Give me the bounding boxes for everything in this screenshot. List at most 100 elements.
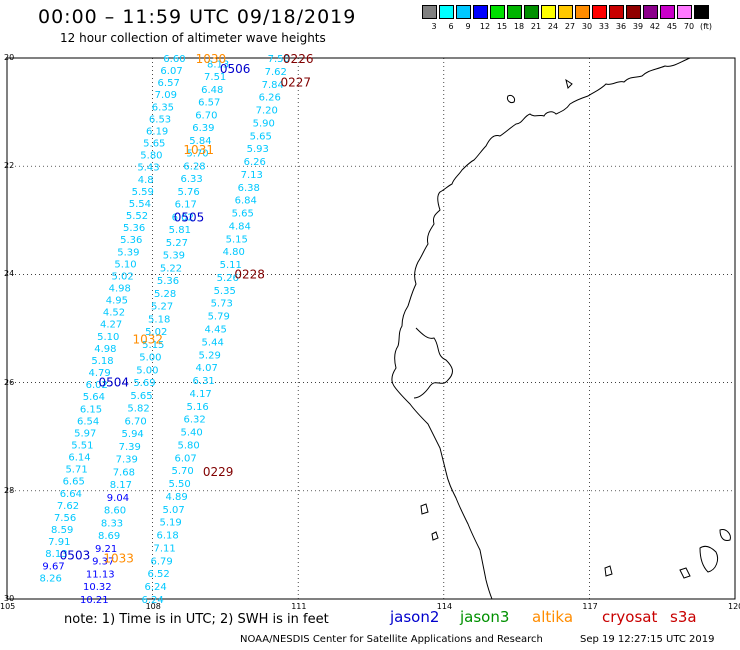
color-swatch [422,5,437,19]
island-6 [679,567,691,579]
legend-entry: jason2 [390,608,440,626]
wave-height-value: 6.17 [175,200,197,211]
pass-time-label: 0227 [280,75,311,89]
wave-height-value: 5.54 [129,199,151,210]
wave-height-value: 5.26 [217,273,239,284]
wave-height-value: 5.65 [130,391,152,402]
wave-height-value: 5.43 [137,163,159,174]
wave-height-value: 11.13 [86,569,115,580]
wave-height-value: 6.57 [198,98,220,109]
longitude-label: 114 [436,602,453,611]
color-scale-label: 70 [683,22,695,31]
color-swatch [541,5,556,19]
wave-height-value: 7.56 [54,513,76,524]
wave-height-value: 8.13 [207,59,229,70]
wave-height-value: 5.36 [120,235,142,246]
wave-height-value: 6.18 [156,531,178,542]
wave-height-value: 6.31 [193,376,215,387]
color-swatch [694,5,709,19]
wave-height-value: 5.18 [91,356,113,367]
wave-height-value: 6.38 [238,183,260,194]
wave-height-value: 5.94 [122,429,144,440]
pass-time-label: 0226 [283,52,314,66]
wave-height-value: 5.82 [127,404,149,415]
legend-entry: jason3 [460,608,510,626]
wave-height-value: 7.39 [116,455,138,466]
wave-height-value: 5.76 [178,187,200,198]
wave-height-value: 4.89 [166,492,188,503]
wave-height-value: 7.62 [265,67,287,78]
longitude-label: 117 [582,602,598,611]
units-note: note: 1) Time is in UTC; 2) SWH is in fe… [64,612,329,627]
pass-time-label: 0229 [203,465,234,479]
wave-height-value: 5.69 [133,378,155,389]
wave-height-value: 6.24 [144,582,166,593]
wave-height-value: 6.28 [183,161,205,172]
color-scale-label: 18 [513,22,525,31]
wave-height-value: 6.07 [175,453,197,464]
latitude-label: 28 [4,485,15,495]
island-7 [420,503,429,515]
color-swatch [473,5,488,19]
island-2 [565,78,573,89]
generation-timestamp: Sep 19 12:27:15 UTC 2019 [580,634,715,645]
wave-height-value: 6.53 [149,114,171,125]
wave-height-value: 5.18 [148,314,170,325]
wave-height-value: 5.39 [117,247,139,258]
wave-height-value: 6.33 [180,174,202,185]
wave-height-value: 5.35 [214,286,236,297]
color-swatch [660,5,675,19]
color-scale-label: 12 [479,22,491,31]
pass-time-label: 0504 [98,376,129,390]
wave-height-value: 7.51 [204,72,226,83]
wave-height-value: 6.15 [80,404,102,415]
color-scale-label: 36 [615,22,627,31]
wave-height-value: 5.90 [253,118,275,129]
color-swatch [643,5,658,19]
island-3 [604,565,613,577]
color-scale-label: 15 [496,22,508,31]
color-swatch [439,5,454,19]
wave-height-value: 6.54 [77,416,99,427]
wave-height-value: 6.19 [146,126,168,137]
wave-height-value: 7.84 [262,80,284,91]
wave-height-value: 5.11 [220,260,242,271]
wave-height-value: 5.02 [112,271,134,282]
wave-height-value: 5.65 [232,209,254,220]
wave-height-value: 9.21 [95,544,117,555]
wave-height-value: 6.02 [86,380,108,391]
wave-height-value: 5.52 [126,211,148,222]
wave-height-value: 5.07 [162,505,184,516]
wave-height-value: 8.59 [51,525,73,536]
wave-height-value: 5.71 [65,465,87,476]
wave-height-value: 5.97 [74,428,96,439]
wave-height-value: 6.26 [259,93,281,104]
wave-height-value: 9.67 [42,561,64,572]
wave-height-value: 4.07 [196,363,218,374]
wave-height-value: 5.80 [140,151,162,162]
wave-height-value: 6.84 [235,196,257,207]
coastline-main [391,57,691,600]
wave-height-value: 5.65 [143,139,165,150]
wave-height-value: 9.04 [107,493,129,504]
island-5 [719,529,731,541]
latitude-label: 22 [4,161,15,171]
wave-height-value: 4.52 [103,308,125,319]
wave-height-value: 5.39 [163,251,185,262]
wave-height-value: 5.19 [159,518,181,529]
wave-height-value: 7.39 [119,442,141,453]
wave-height-value: 4.98 [109,283,131,294]
wave-height-value: 7.50 [268,54,290,65]
longitude-label: 108 [145,602,161,611]
legend-entry: s3a [670,608,697,626]
map-subtitle: 12 hour collection of altimeter wave hei… [60,31,326,45]
wave-height-value: 6.35 [152,102,174,113]
wave-height-value: 4.79 [88,368,110,379]
wave-height-value: 5.27 [166,238,188,249]
wave-height-value: 5.36 [157,276,179,287]
pass-time-label: 0228 [234,267,265,281]
wave-height-value: 8.13 [45,549,67,560]
wave-height-value: 5.70 [172,466,194,477]
longitude-label: 111 [291,602,307,611]
color-swatch [456,5,471,19]
